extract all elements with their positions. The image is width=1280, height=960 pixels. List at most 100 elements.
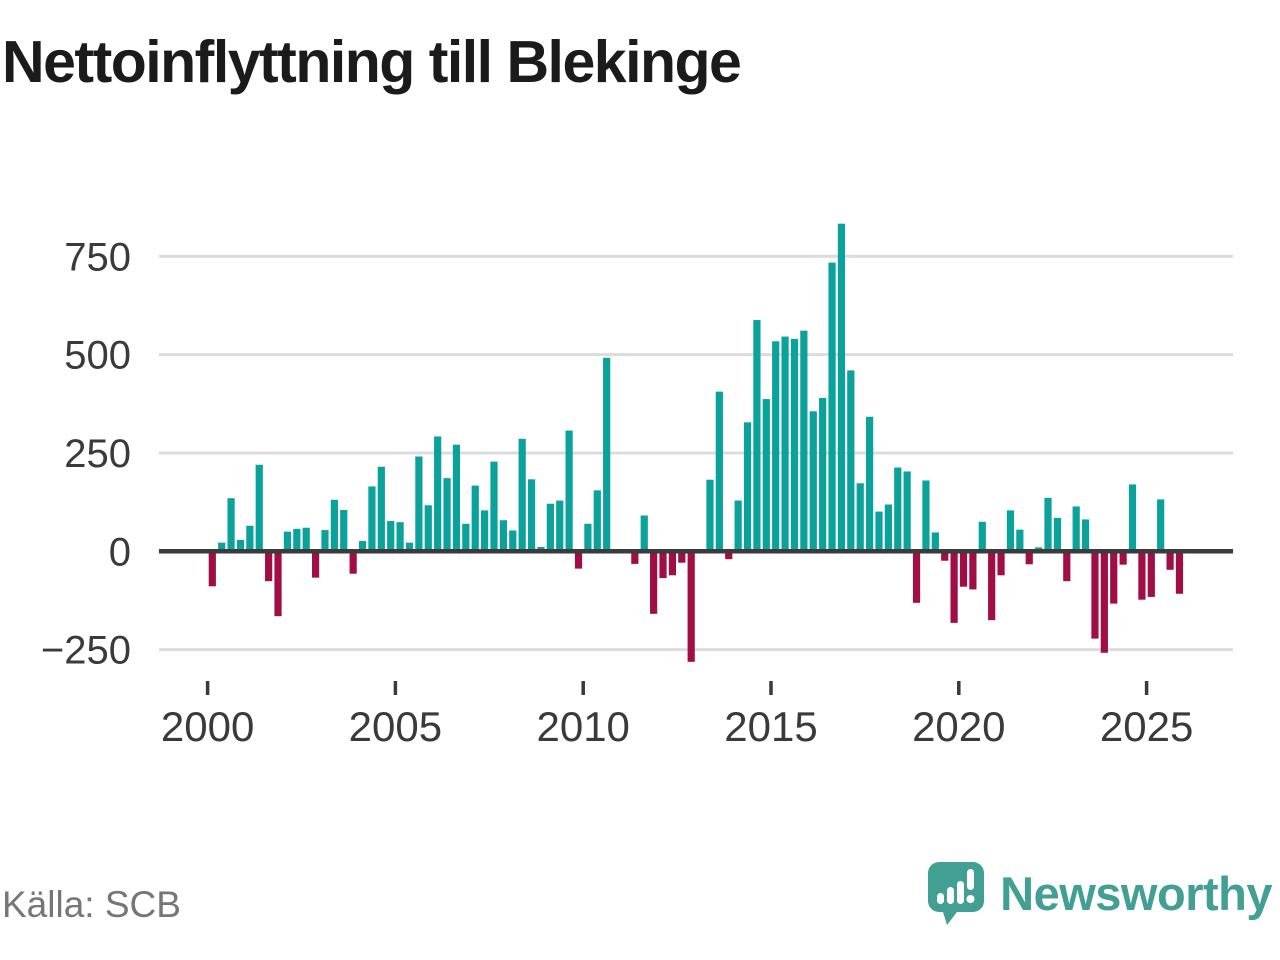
bar <box>847 370 855 552</box>
bar <box>894 467 902 552</box>
bar <box>1091 551 1099 639</box>
x-tick-label: 2010 <box>536 703 629 750</box>
bar <box>518 438 526 552</box>
bar <box>1110 551 1118 604</box>
bar <box>293 528 301 552</box>
bar <box>499 520 507 552</box>
bar <box>330 499 338 552</box>
bar <box>903 471 911 552</box>
bar <box>1016 529 1024 552</box>
logo-exclamation-dot <box>966 895 975 903</box>
bar <box>678 551 686 563</box>
bar <box>781 336 789 552</box>
bar <box>1119 551 1127 565</box>
y-tick-label: 750 <box>64 235 131 279</box>
bar <box>1128 484 1137 552</box>
bar <box>236 539 245 552</box>
bar <box>1157 499 1165 552</box>
bar <box>997 551 1005 576</box>
newsworthy-icon <box>928 862 985 925</box>
bar <box>471 485 479 552</box>
y-tick-label: 500 <box>64 334 131 378</box>
bar <box>912 551 921 603</box>
bar <box>743 422 752 552</box>
logo-bar-1 <box>937 893 945 904</box>
bar <box>1100 551 1108 653</box>
bar <box>687 551 695 662</box>
x-tick-label: 2015 <box>724 703 817 750</box>
logo-exclamation-stem <box>967 869 975 890</box>
bar <box>875 511 883 552</box>
bar <box>828 262 836 552</box>
bar <box>1025 551 1033 565</box>
bar <box>462 523 470 552</box>
bar <box>706 479 714 552</box>
bar <box>837 223 846 552</box>
y-tick-label: 250 <box>64 432 131 476</box>
bar <box>772 341 780 552</box>
bar <box>481 510 489 552</box>
bar <box>762 399 770 552</box>
newsworthy-logo: Newsworthy <box>924 860 1272 926</box>
bar <box>1006 510 1015 552</box>
bar <box>218 542 226 552</box>
bar <box>368 486 376 552</box>
bar <box>415 456 423 552</box>
bar <box>856 483 864 552</box>
bar <box>931 532 939 552</box>
bar <box>988 551 996 621</box>
bar <box>819 397 827 552</box>
y-tick-label: −250 <box>41 629 131 673</box>
bar <box>809 411 817 552</box>
bar <box>527 479 536 552</box>
bar <box>434 436 442 552</box>
bar <box>452 444 461 552</box>
bar <box>387 521 395 552</box>
bar <box>574 551 583 569</box>
bar <box>969 551 977 590</box>
bar <box>546 503 554 552</box>
bar <box>1138 551 1146 600</box>
bar <box>1044 497 1052 552</box>
bar <box>1147 551 1155 597</box>
logo-bar-2 <box>947 887 955 904</box>
bar <box>283 531 292 552</box>
speech-bubble-shape <box>928 862 985 925</box>
bar <box>584 523 592 552</box>
bar <box>311 551 320 578</box>
bar <box>1053 517 1061 552</box>
bar <box>556 500 564 552</box>
bar <box>396 522 404 552</box>
bar <box>884 504 892 552</box>
bar <box>405 542 414 552</box>
bar <box>753 320 761 552</box>
newsworthy-wordmark: Newsworthy <box>1000 866 1272 920</box>
bar <box>1063 551 1071 582</box>
source-label: Källa: SCB <box>2 884 181 925</box>
bar <box>208 551 216 587</box>
bar <box>790 338 799 552</box>
bar <box>959 551 968 587</box>
bar <box>603 357 611 552</box>
bar <box>1175 551 1184 594</box>
bar <box>1166 551 1174 570</box>
bar <box>490 461 498 552</box>
bar <box>1072 506 1080 552</box>
bar <box>265 551 273 582</box>
chart-title: Nettoinflyttning till Blekinge <box>2 29 742 95</box>
bar <box>255 464 263 552</box>
x-tick-label: 2020 <box>912 703 1005 750</box>
bar <box>734 500 742 552</box>
x-tick-label: 2000 <box>161 703 254 750</box>
bar <box>715 391 723 552</box>
bar <box>922 480 930 552</box>
logo-bar-3 <box>957 881 965 904</box>
bar <box>274 551 282 617</box>
bar <box>593 490 601 552</box>
bar <box>509 530 517 552</box>
bar <box>565 430 573 552</box>
bar <box>640 515 648 552</box>
bar <box>668 551 677 576</box>
